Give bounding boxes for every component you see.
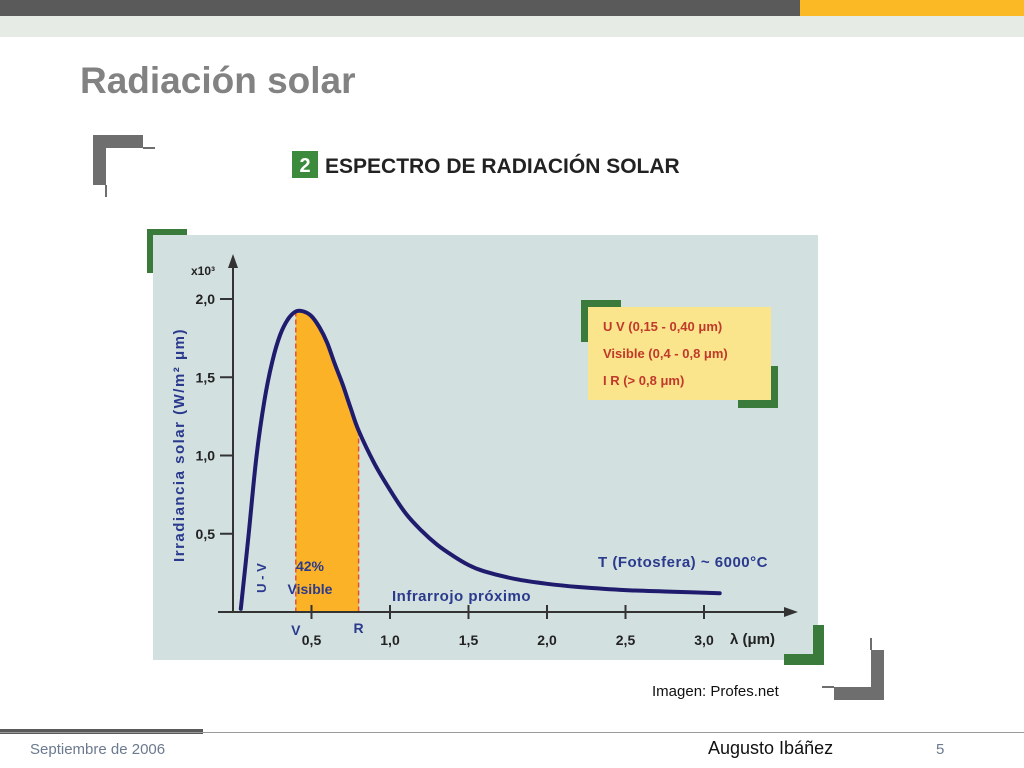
footer-accent-bar [0,729,203,734]
visible-percent-label: 42% [296,558,325,574]
y-axis-label: Irradiancia solar (W/m² μm) [171,328,188,562]
x-tick-label: 1,5 [459,632,479,648]
legend-bracket-top [581,300,621,310]
y-tick-label: 2,0 [196,291,216,307]
band-marker-v-label: V [291,622,301,638]
corner-bracket-bottom-right [822,638,884,700]
top-gray-bar [0,0,800,16]
x-tick-label: 2,5 [616,632,636,648]
y-axis-arrow [228,254,238,268]
x-axis-arrow [784,607,798,617]
legend: U V (0,15 - 0,40 μm) Visible (0,4 - 0,8 … [581,300,778,408]
top-accent-bar-right [800,0,1024,16]
infrared-label: Infrarrojo próximo [392,588,531,605]
y-tick-label: 1,5 [196,369,216,385]
chart-header-number: 2 [299,155,310,177]
chart-header-number-box [292,151,318,178]
legend-bracket-right [768,366,778,408]
x-tick-label: 0,5 [302,632,322,648]
y-tick-label: 0,5 [196,526,216,542]
panel-bracket-top-left [147,229,187,273]
panel-bracket-bottom-right [784,625,824,665]
header-band [0,16,1024,37]
legend-box [588,307,771,400]
irradiance-curve [238,308,722,611]
footer-date: Septiembre de 2006 [30,741,166,758]
corner-bracket-top-left [93,135,155,197]
legend-item-visible: Visible (0,4 - 0,8 μm) [603,346,728,361]
footer-divider [0,732,1024,733]
x-tick-label: 2,0 [537,632,557,648]
y-axis [228,254,238,612]
footer-author: Augusto Ibáñez [708,738,834,758]
legend-bracket-left [581,300,591,342]
uv-band-label: U - V [254,563,269,593]
visible-band-label: Visible [288,581,333,597]
x-axis [218,607,798,617]
legend-bracket-bottom [738,398,778,408]
x-tick-label: 1,0 [380,632,400,648]
x-ticks: 0,5 1,0 1,5 2,0 2,5 3,0 [302,605,714,648]
temperature-label: T (Fotosfera) ~ 6000°C [598,554,768,571]
legend-item-ir: I R (> 0,8 μm) [603,373,684,388]
y-ticks: 0,5 1,0 1,5 2,0 [196,291,233,542]
y-multiplier-label: x10³ [191,264,215,278]
slide-title: Radiación solar [80,60,356,101]
chart-header: 2 ESPECTRO DE RADIACIÓN SOLAR [292,151,680,178]
x-axis-label: λ (μm) [730,631,775,648]
band-marker-r-label: R [354,620,364,636]
image-credit: Imagen: Profes.net [652,683,779,700]
chart-panel [153,235,818,660]
x-tick-label: 3,0 [694,632,714,648]
chart-title: ESPECTRO DE RADIACIÓN SOLAR [325,154,680,178]
y-tick-label: 1,0 [196,448,216,464]
legend-item-uv: U V (0,15 - 0,40 μm) [603,319,722,334]
page-number: 5 [936,741,945,758]
